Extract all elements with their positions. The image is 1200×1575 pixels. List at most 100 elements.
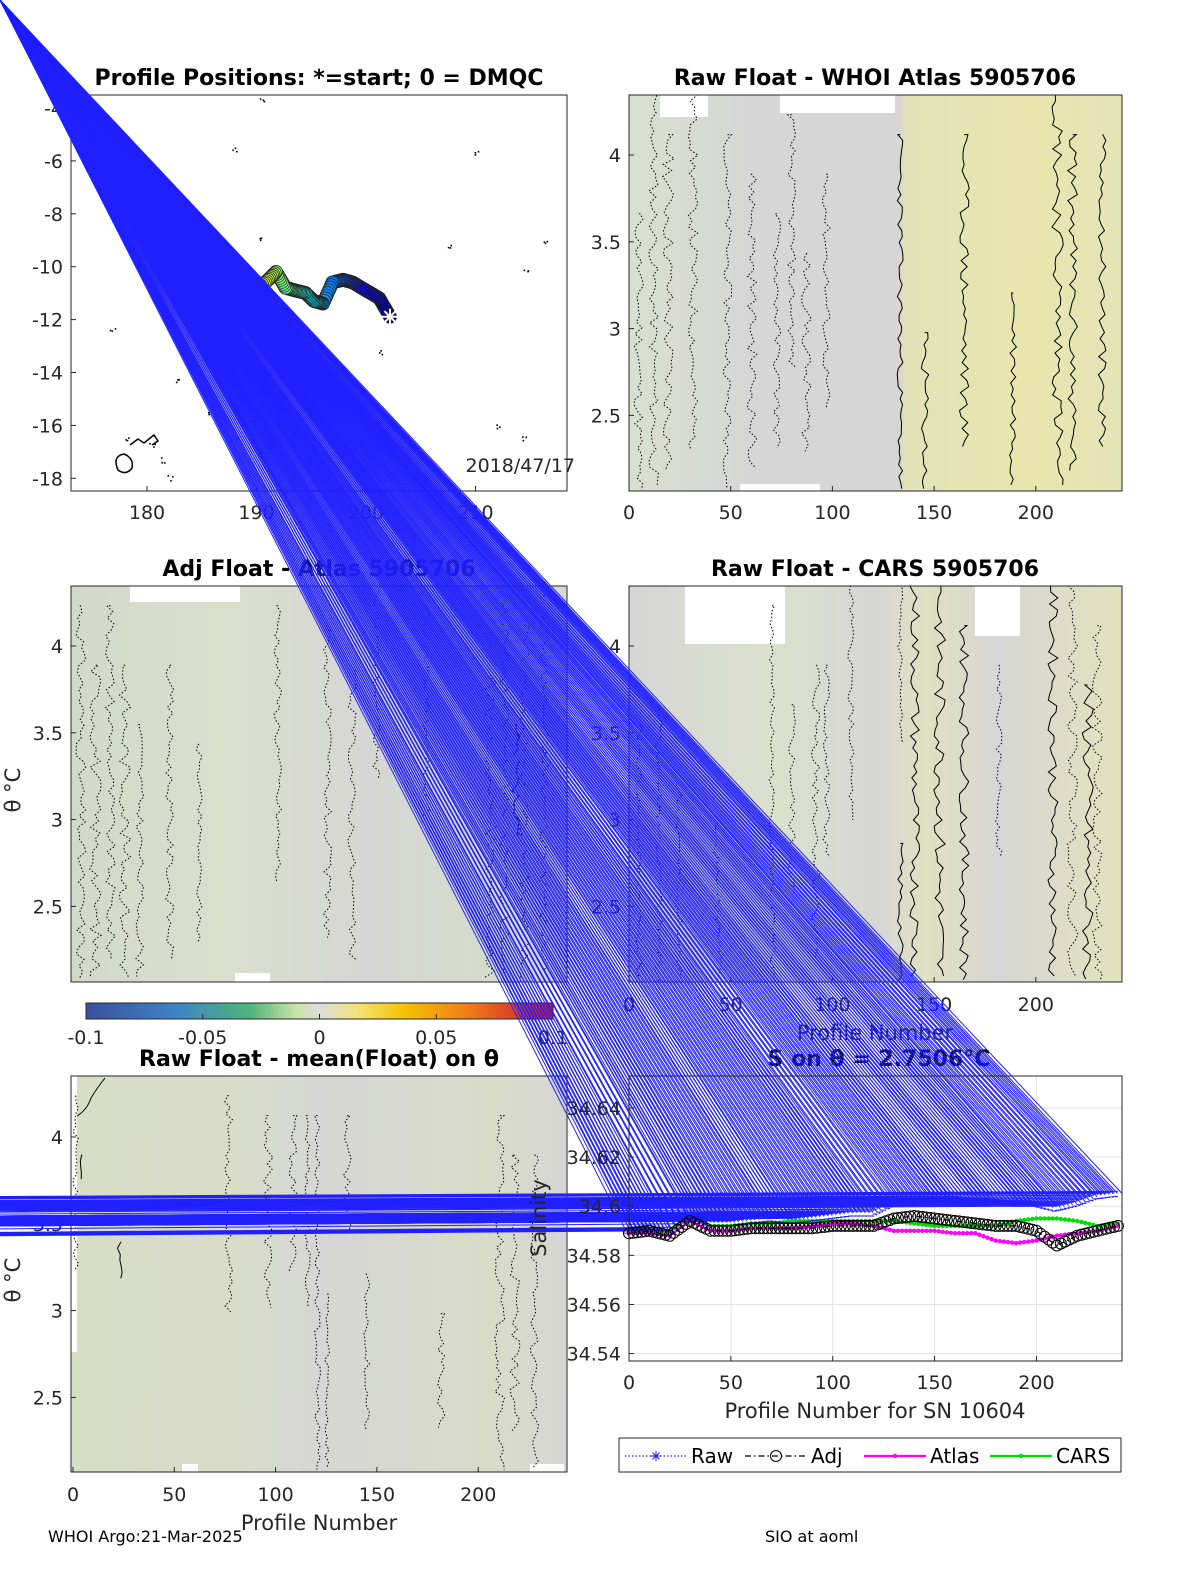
data-point-adj <box>765 1222 778 1235</box>
data-point-cars <box>1058 1216 1064 1222</box>
island-dot <box>154 443 156 446</box>
island-dot <box>381 353 384 356</box>
mean-x-tick-label: 0 <box>67 1484 79 1506</box>
mean-panel: Raw Float - mean(Float) on θ 0 50 100 150 20… <box>1 1047 568 1535</box>
mean-y-tick-label: 4 <box>51 1127 63 1149</box>
data-point-adj <box>822 1220 835 1233</box>
contour-line <box>135 724 145 977</box>
island-dot <box>126 439 129 442</box>
data-point-cars <box>1087 1221 1092 1227</box>
data-point-atlas <box>1013 1240 1019 1246</box>
map-y-tick-label: -10 <box>32 257 63 279</box>
data-point-adj <box>728 1224 741 1237</box>
data-point-adj <box>1006 1219 1018 1232</box>
data-point-atlas <box>920 1228 925 1234</box>
data-point-adj <box>1075 1228 1088 1241</box>
data-point-adj <box>1010 1219 1023 1232</box>
salinity-x-tick-label: 0 <box>623 1372 635 1394</box>
data-point-atlas <box>1021 1239 1027 1245</box>
data-point-cars <box>1075 1218 1080 1224</box>
legend-marker-raw <box>651 1451 661 1461</box>
island-dot <box>380 350 382 352</box>
mean-x-ticks: 0 50 100 150 200 <box>67 1467 496 1506</box>
data-point-atlas <box>887 1227 892 1233</box>
island-dot <box>499 426 501 428</box>
island-dot <box>236 150 238 153</box>
data-point-adj <box>1034 1227 1047 1240</box>
data-point-atlas <box>997 1238 1002 1244</box>
adj-y-tick-label: 3.5 <box>33 723 63 745</box>
contour-line <box>1097 134 1107 447</box>
data-point-adj <box>806 1222 819 1235</box>
island-dot <box>523 269 526 272</box>
data-point-adj <box>651 1226 664 1239</box>
map-y-ticks: -4-6-8-10-12-14-16-18 <box>32 98 76 490</box>
cars-title: Raw Float - CARS 5905706 <box>711 557 1039 582</box>
data-point-adj <box>936 1213 949 1226</box>
whoi-gap <box>780 95 895 113</box>
data-point-adj <box>737 1223 750 1236</box>
data-point-atlas <box>903 1228 909 1234</box>
contour-line <box>363 1273 371 1431</box>
data-point-adj <box>676 1220 688 1233</box>
data-point-cars <box>920 1222 925 1227</box>
island-dot <box>450 244 453 247</box>
island-dot <box>449 247 452 249</box>
data-point-adj <box>790 1222 802 1235</box>
data-point-adj <box>720 1224 733 1237</box>
data-point-adj <box>1103 1221 1116 1234</box>
data-point-adj <box>814 1221 827 1234</box>
data-point-adj <box>916 1211 929 1223</box>
data-point-atlas <box>948 1230 954 1236</box>
data-point-cars <box>1034 1216 1039 1221</box>
island-dot <box>496 427 499 430</box>
data-point-cars <box>859 1218 864 1224</box>
data-point-cars <box>1050 1216 1055 1221</box>
data-point-cars <box>789 1218 795 1224</box>
data-point-adj <box>904 1210 917 1223</box>
map-y-tick-label: -8 <box>44 204 63 226</box>
data-point-adj <box>639 1225 652 1238</box>
data-point-adj <box>1042 1233 1055 1246</box>
data-point-adj <box>1038 1230 1051 1243</box>
data-point-adj <box>896 1211 908 1224</box>
mean-gap <box>182 1464 198 1473</box>
series-adj <box>623 1210 1124 1252</box>
data-point-adj <box>859 1219 872 1232</box>
island-dot <box>496 424 498 426</box>
data-point-cars <box>1070 1218 1076 1223</box>
island-dot <box>164 462 166 464</box>
data-point-cars <box>863 1218 868 1224</box>
data-point-atlas <box>981 1234 986 1239</box>
data-point-cars <box>916 1221 921 1227</box>
data-point-cars <box>765 1221 770 1226</box>
data-point-adj <box>944 1214 957 1227</box>
mean-y-label: θ °C <box>1 1258 25 1303</box>
contour-line <box>165 664 175 960</box>
salinity-legend: Raw Adj Atlas CARS <box>618 1437 1122 1473</box>
salinity-x-tick-label: 150 <box>916 1372 952 1394</box>
island-dot <box>128 437 130 439</box>
data-point-adj <box>961 1216 974 1229</box>
data-point-adj <box>798 1222 811 1235</box>
data-point-atlas <box>993 1238 998 1243</box>
island-dot <box>114 328 117 330</box>
island-dot <box>167 475 170 477</box>
data-point-adj <box>855 1219 868 1232</box>
contour-line <box>787 704 797 897</box>
salinity-x-tick-label: 200 <box>1018 1372 1054 1394</box>
adj-y-tick-label: 4 <box>51 636 63 658</box>
data-point-cars <box>912 1221 917 1226</box>
island-dot <box>125 439 127 441</box>
data-point-adj <box>753 1222 766 1235</box>
data-point-atlas <box>907 1228 913 1234</box>
island-dot <box>111 330 114 332</box>
data-point-atlas <box>969 1231 974 1236</box>
data-point-adj <box>802 1222 815 1235</box>
island-dot <box>447 246 450 249</box>
data-point-adj <box>973 1217 986 1230</box>
salinity-y-tick-label: 34.6 <box>579 1196 621 1218</box>
whoi-contours <box>633 94 1107 490</box>
data-point-adj <box>920 1211 933 1224</box>
data-point-cars <box>1030 1216 1035 1222</box>
